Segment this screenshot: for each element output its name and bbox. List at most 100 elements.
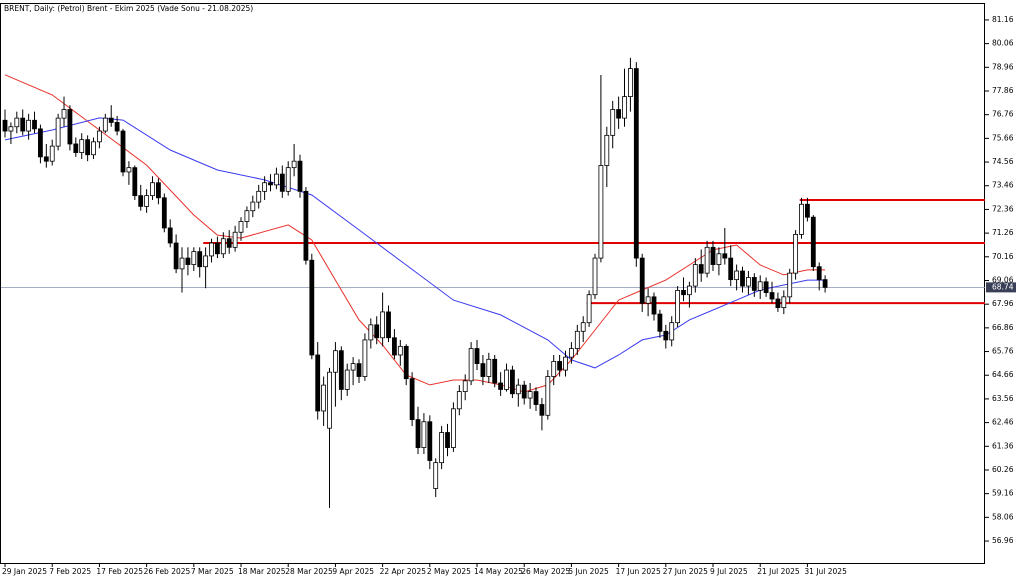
candle-body — [285, 167, 291, 192]
candle-body — [321, 384, 327, 412]
candle-body — [333, 350, 338, 373]
y-tick-label: 58.06 — [992, 512, 1014, 521]
candle-body — [810, 216, 816, 268]
x-tick-label: 21 Jul 2025 — [757, 567, 800, 576]
candle-body — [592, 257, 598, 296]
x-tick-label: 26 May 2025 — [521, 567, 570, 576]
candle-body — [504, 369, 509, 390]
candle-body — [262, 182, 268, 192]
y-tick-label: 59.16 — [992, 489, 1014, 498]
candle-body — [156, 182, 161, 199]
candle-body — [67, 109, 73, 145]
candle-body — [492, 358, 498, 384]
candle-body — [533, 391, 539, 405]
candle-body — [639, 257, 645, 304]
moving-average — [4, 117, 826, 369]
candle-body — [563, 356, 568, 371]
candle-body — [793, 234, 799, 274]
x-tick-label: 5 Jun 2025 — [568, 567, 609, 576]
candle-body — [167, 227, 173, 244]
candle-body — [220, 238, 226, 255]
candle-body — [775, 298, 781, 309]
plot-frame — [0, 3, 985, 564]
candle-body — [55, 117, 61, 147]
candle-body — [79, 139, 85, 153]
candle-body — [415, 419, 421, 448]
candle-body — [669, 322, 675, 341]
candle-body — [622, 96, 627, 119]
x-tick-label: 9 Apr 2025 — [332, 567, 374, 576]
y-tick-label: 77.86 — [992, 86, 1014, 95]
candle-body — [392, 337, 397, 356]
y-tick-label: 63.56 — [992, 394, 1014, 403]
y-tick-label: 60.26 — [992, 465, 1014, 474]
candle-body — [569, 348, 574, 358]
x-tick-label: 7 Mar 2025 — [191, 567, 234, 576]
candle-body — [161, 197, 167, 229]
candle-body — [521, 384, 527, 399]
candle-body — [315, 354, 321, 412]
candle-body — [698, 264, 704, 274]
candle-body — [43, 156, 49, 162]
candle-body — [138, 195, 144, 207]
x-tick-label: 31 Jul 2025 — [804, 567, 847, 576]
candle-body — [545, 376, 551, 416]
candle-body — [297, 160, 303, 192]
candle-body — [73, 143, 79, 153]
candle-body — [338, 350, 344, 390]
candle-body — [61, 109, 67, 119]
candle-body — [816, 266, 822, 281]
candle-body — [303, 190, 309, 261]
candle-body — [279, 173, 285, 192]
candle-body — [510, 369, 515, 395]
candle-body — [232, 231, 238, 248]
candle-body — [38, 128, 43, 158]
y-tick-label: 73.46 — [992, 181, 1014, 190]
candle-body — [757, 281, 763, 291]
y-tick-label: 80.06 — [992, 39, 1014, 48]
y-tick-label: 72.36 — [992, 204, 1014, 213]
candle-body — [403, 345, 409, 380]
candle-body — [580, 322, 586, 332]
candle-body — [787, 272, 793, 298]
candle-body — [362, 339, 368, 377]
candle-body — [663, 330, 669, 341]
candle-body — [598, 165, 604, 259]
candle-body — [657, 313, 663, 332]
candle-body — [309, 259, 315, 356]
candle-body — [604, 134, 610, 166]
candle-body — [380, 311, 386, 339]
candle-body — [740, 270, 745, 287]
candle-body — [368, 324, 374, 341]
candle-body — [704, 246, 710, 274]
candle-body — [2, 119, 8, 132]
y-tick-label: 64.66 — [992, 370, 1014, 379]
candle-body — [539, 404, 545, 416]
candle-body — [14, 117, 20, 128]
y-tick-label: 66.86 — [992, 323, 1014, 332]
candle-body — [474, 348, 480, 365]
candle-body — [645, 296, 651, 304]
candle-body — [291, 160, 297, 169]
y-tick-label: 56.96 — [992, 536, 1014, 545]
candle-body — [132, 167, 138, 197]
x-tick-label: 28 Mar 2025 — [285, 567, 333, 576]
candle-body — [244, 210, 250, 222]
y-tick-label: 70.16 — [992, 252, 1014, 261]
candle-body — [397, 345, 403, 356]
candle-body — [486, 358, 492, 377]
candle-body — [427, 421, 433, 461]
candle-body — [102, 117, 108, 132]
candle-body — [8, 126, 14, 132]
candle-body — [238, 221, 244, 233]
candle-body — [628, 68, 633, 97]
candle-body — [421, 421, 427, 448]
candle-body — [409, 378, 415, 420]
x-tick-label: 7 Feb 2025 — [49, 567, 91, 576]
candle-body — [203, 255, 209, 268]
x-tick-label: 17 Jun 2025 — [616, 567, 661, 576]
candle-body — [681, 289, 686, 296]
candle-body — [49, 145, 55, 162]
candle-body — [763, 281, 769, 293]
